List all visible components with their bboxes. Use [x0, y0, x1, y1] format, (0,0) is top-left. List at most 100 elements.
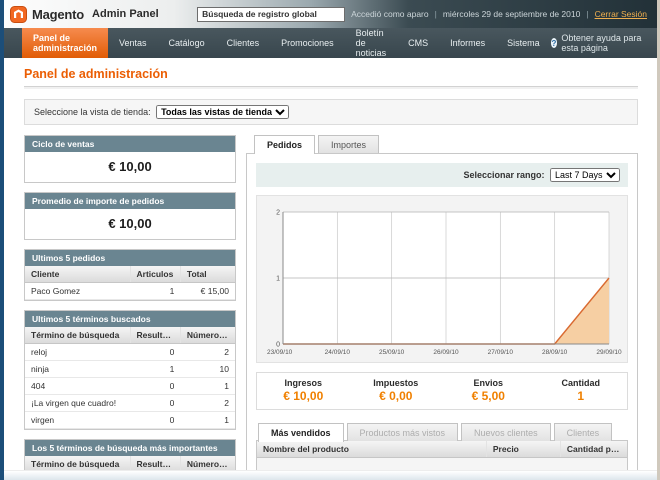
last-search-terms-table: Término de búsqueda Resultados Número de… [25, 327, 235, 429]
magento-admin-window: Magento Admin Panel Accedió como aparo |… [0, 0, 660, 480]
cell-results: 0 [130, 378, 180, 395]
metric: Ingresos€ 10,00 [257, 373, 350, 409]
last-search-terms-card: Ultimos 5 términos buscados Término de b… [24, 310, 236, 430]
top-search-terms-card: Los 5 términos de búsqueda más important… [24, 439, 236, 470]
cell-results: 0 [130, 395, 180, 412]
nav-item[interactable]: Panel de administración [22, 28, 108, 58]
page-title: Panel de administración [24, 67, 638, 87]
help-link[interactable]: ? Obtener ayuda para esta página [551, 28, 657, 58]
products-tab[interactable]: Más vendidos [258, 423, 344, 442]
content-area: Panel de administración Seleccione la vi… [4, 58, 657, 470]
column-header: Término de búsqueda [25, 456, 130, 470]
table-row[interactable]: virgen01 [25, 412, 235, 429]
table-row[interactable]: reloj02 [25, 344, 235, 361]
store-view-bar: Seleccione la vista de tienda: Todas las… [24, 99, 638, 125]
store-view-label: Seleccione la vista de tienda: [34, 107, 151, 117]
cell-results: 1 [130, 361, 180, 378]
cell-term: 404 [25, 378, 130, 395]
nav-item[interactable]: Sistema [496, 28, 551, 58]
range-select[interactable]: Last 7 Days [550, 168, 620, 182]
nav-item[interactable]: Promociones [270, 28, 345, 58]
column-header: Término de búsqueda [25, 327, 130, 344]
cell-term: ninja [25, 361, 130, 378]
card-value: € 10,00 [25, 209, 235, 239]
logo-text: Magento [32, 7, 84, 22]
nav-item[interactable]: Informes [439, 28, 496, 58]
cell-term: reloj [25, 344, 130, 361]
chart-tab[interactable]: Pedidos [254, 135, 315, 154]
metric: Envios€ 5,00 [442, 373, 535, 409]
card-title: Promedio de importe de pedidos [25, 193, 235, 209]
cell-results: 0 [130, 412, 180, 429]
cell-items: 1 [130, 283, 180, 300]
products-tab[interactable]: Clientes [554, 423, 613, 441]
metric-label: Impuestos [350, 378, 443, 388]
card-title: Ultimos 5 términos buscados [25, 311, 235, 327]
summary-cards: Ciclo de ventas€ 10,00Promedio de import… [24, 135, 236, 240]
products-tab[interactable]: Nuevos clientes [461, 423, 551, 441]
cell-uses: 10 [180, 361, 235, 378]
card-title: Ultimos 5 pedidos [25, 250, 235, 266]
chart-tabs: PedidosImportes [246, 135, 638, 153]
cell-customer: Paco Gomez [25, 283, 130, 300]
global-search-input[interactable] [197, 7, 345, 22]
column-header: Nombre del producto [257, 441, 486, 458]
top-search-terms-table: Término de búsqueda Resultados Número de… [25, 456, 235, 470]
last-orders-table: Cliente Articulos Total Paco Gomez1€ 15,… [25, 266, 235, 300]
logged-in-as: Accedió como aparo [351, 9, 429, 19]
store-view-select[interactable]: Todas las vistas de tienda [156, 105, 289, 119]
metric-label: Ingresos [257, 378, 350, 388]
table-row[interactable]: Paco Gomez1€ 15,00 [25, 283, 235, 300]
magento-logo-icon [10, 6, 27, 23]
column-header: Cantidad pedida [560, 441, 627, 458]
header-right: Accedió como aparo | miércoles 29 de sep… [197, 7, 647, 22]
column-header: Resultados [130, 456, 180, 470]
cell-uses: 2 [180, 395, 235, 412]
help-label: Obtener ayuda para esta página [561, 33, 647, 53]
table-row[interactable]: ¡La virgen que cuadro!02 [25, 395, 235, 412]
dashboard-main: Ciclo de ventas€ 10,00Promedio de import… [24, 135, 638, 470]
column-header: Total [180, 266, 235, 283]
summary-card: Promedio de importe de pedidos€ 10,00 [24, 192, 236, 240]
cell-uses: 1 [180, 412, 235, 429]
card-title: Los 5 términos de búsqueda más important… [25, 440, 235, 456]
card-value: € 10,00 [25, 152, 235, 182]
cell-total: € 15,00 [180, 283, 235, 300]
logo-subtitle: Admin Panel [92, 8, 159, 20]
metric-value: 1 [535, 389, 628, 403]
metric: Impuestos€ 0,00 [350, 373, 443, 409]
column-header: Cliente [25, 266, 130, 283]
nav-item[interactable]: Catálogo [158, 28, 216, 58]
range-bar: Seleccionar rango: Last 7 Days [256, 163, 628, 187]
cell-uses: 1 [180, 378, 235, 395]
table-row[interactable]: ninja110 [25, 361, 235, 378]
logout-link[interactable]: Cerrar Sesión [595, 9, 647, 19]
current-date: miércoles 29 de septiembre de 2010 [443, 9, 581, 19]
svg-text:0: 0 [276, 342, 280, 349]
products-tab[interactable]: Productos más vistos [347, 423, 459, 441]
cell-uses: 2 [180, 344, 235, 361]
card-title: Ciclo de ventas [25, 136, 235, 152]
nav-item[interactable]: CMS [397, 28, 439, 58]
empty-records-message: No se encontraron registros. [257, 458, 627, 470]
svg-text:1: 1 [276, 276, 280, 283]
svg-text:23/09/10: 23/09/10 [267, 349, 293, 356]
table-row[interactable]: 40401 [25, 378, 235, 395]
metric-label: Envios [442, 378, 535, 388]
products-table: Nombre del producto Precio Cantidad pedi… [257, 441, 627, 458]
dashboard-panel: Seleccionar rango: Last 7 Days 01223/09/… [246, 153, 638, 470]
column-header: Articulos [130, 266, 180, 283]
footer-strip [4, 470, 657, 480]
nav-item[interactable]: Ventas [108, 28, 158, 58]
orders-area-chart: 01223/09/1024/09/1025/09/1026/09/1027/09… [263, 204, 621, 360]
nav-item[interactable]: Boletín de noticias [345, 28, 398, 58]
svg-text:26/09/10: 26/09/10 [433, 349, 459, 356]
column-header: Precio [486, 441, 560, 458]
metrics-bar: Ingresos€ 10,00Impuestos€ 0,00Envios€ 5,… [256, 372, 628, 410]
metric-label: Cantidad [535, 378, 628, 388]
chart-tab[interactable]: Importes [318, 135, 379, 153]
main-nav: Panel de administraciónVentasCatálogoCli… [4, 28, 657, 58]
last-orders-card: Ultimos 5 pedidos Cliente Articulos Tota… [24, 249, 236, 301]
metric-value: € 0,00 [350, 389, 443, 403]
nav-item[interactable]: Clientes [216, 28, 271, 58]
